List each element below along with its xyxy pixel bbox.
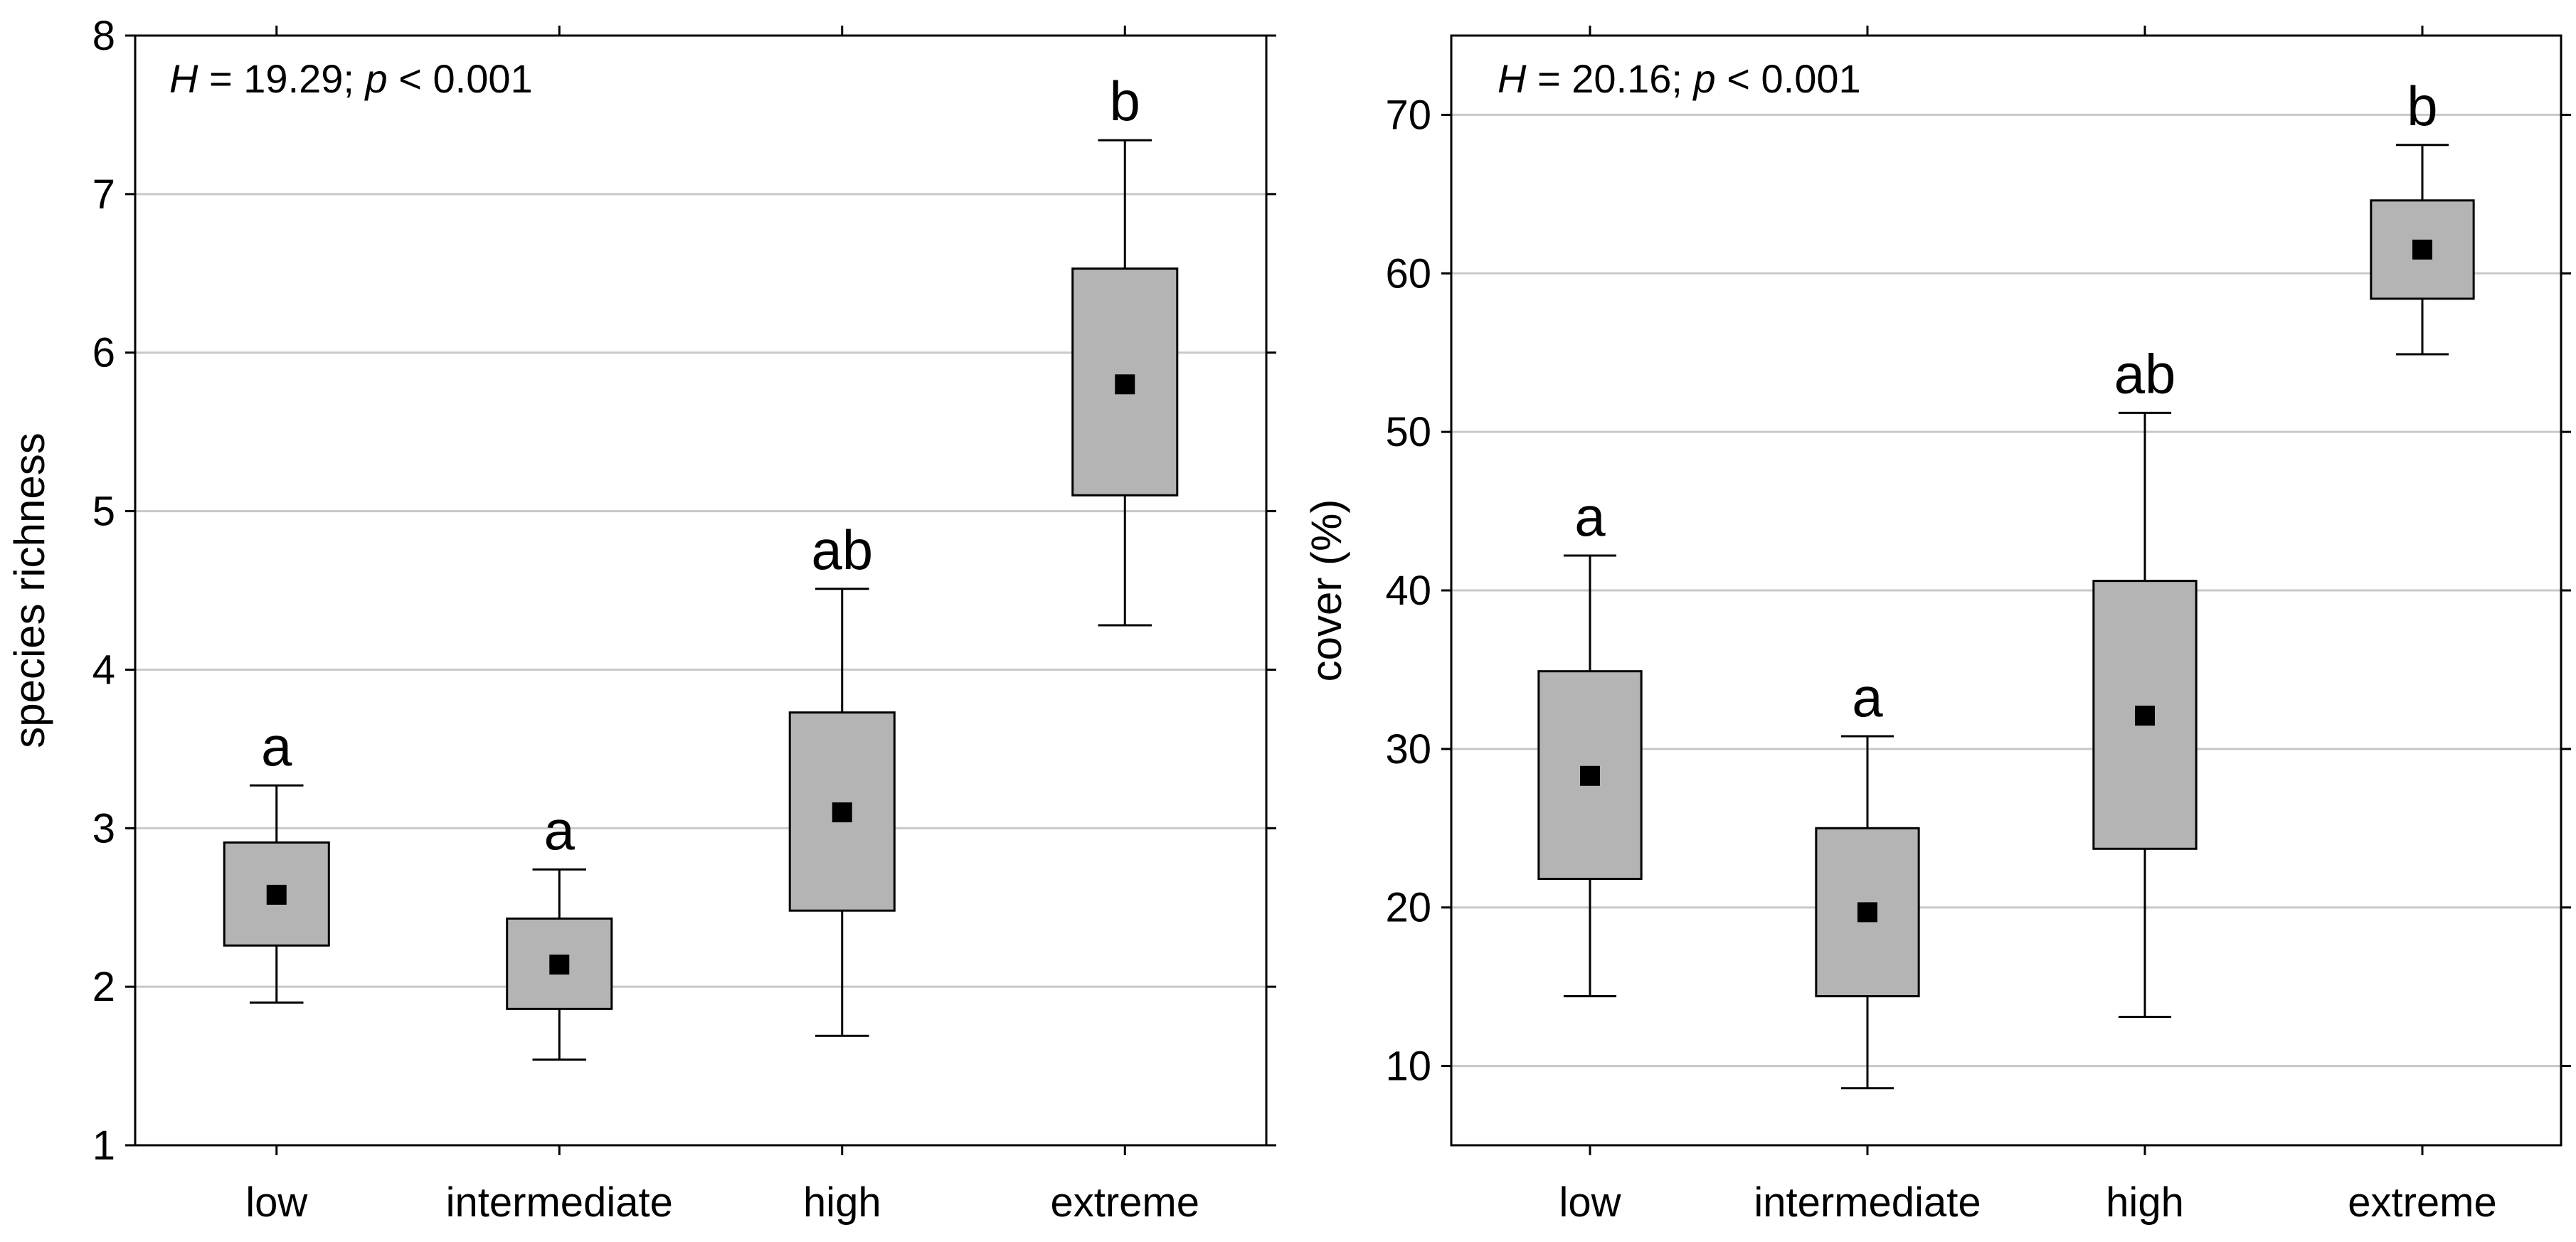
box-group-low: a — [223, 715, 330, 1004]
x-category-label: intermediate — [1754, 1179, 1981, 1226]
y-axis-title: species richness — [6, 432, 53, 748]
group-letter-label: ab — [2114, 342, 2176, 405]
y-tick-label: 50 — [1385, 409, 1431, 455]
x-category-label: high — [2106, 1179, 2184, 1226]
y-tick-label: 70 — [1385, 92, 1431, 138]
y-tick-label: 40 — [1385, 568, 1431, 614]
y-tick-label: 30 — [1385, 726, 1431, 773]
x-category-label: intermediate — [446, 1179, 673, 1226]
x-category-label: high — [803, 1179, 881, 1226]
species-richness-panel: 1 2 3 4 5 6 7 8 species richness H = 19.29; p < 0… — [6, 13, 1276, 1226]
median-marker — [832, 802, 852, 822]
y-tick-label: 7 — [92, 171, 115, 218]
group-letter-label: a — [261, 715, 292, 777]
median-marker — [266, 884, 287, 905]
median-marker — [1580, 765, 1600, 786]
median-marker — [1115, 374, 1135, 395]
box-group-low: a — [1537, 485, 1643, 998]
stats-annotation: H = 20.16; p < 0.001 — [1498, 56, 1861, 101]
median-marker — [2135, 706, 2155, 726]
group-letter-label: b — [1110, 70, 1140, 132]
group-letter-label: ab — [811, 519, 873, 581]
box-group-intermediate: a — [1815, 666, 1920, 1090]
y-tick-label: 5 — [92, 489, 115, 535]
median-marker — [1857, 902, 1877, 923]
stat-p-symbol: p — [1692, 56, 1716, 101]
box-group-high: ab — [788, 519, 896, 1037]
cover-panel: 10 20 30 40 50 60 70 cover (%) H = 20.16; p < 0.… — [1303, 26, 2571, 1226]
stat-p-symbol: p — [364, 56, 388, 101]
x-category-label: low — [1559, 1179, 1621, 1226]
group-letter-label: a — [544, 799, 576, 861]
y-tick-label: 10 — [1385, 1044, 1431, 1090]
y-tick-label: 1 — [92, 1122, 115, 1169]
x-category-label: extreme — [1050, 1179, 1199, 1226]
stat-h-symbol: H — [1498, 56, 1527, 101]
y-tick-label: 2 — [92, 964, 115, 1010]
box-group-high: ab — [2092, 342, 2198, 1018]
group-letter-label: a — [1574, 485, 1606, 548]
median-marker — [2412, 239, 2432, 260]
y-tick-label: 6 — [92, 330, 115, 376]
stats-annotation: H = 19.29; p < 0.001 — [169, 56, 533, 101]
y-tick-label: 8 — [92, 13, 115, 59]
plot-frame — [134, 34, 1268, 1147]
group-letter-label: a — [1852, 666, 1883, 728]
x-category-label: low — [245, 1179, 308, 1226]
box-group-extreme: b — [1071, 70, 1179, 627]
y-tick-label: 3 — [92, 805, 115, 851]
y-tick-label: 60 — [1385, 250, 1431, 297]
stat-h-symbol: H — [169, 56, 198, 101]
y-tick-label: 20 — [1385, 885, 1431, 931]
y-tick-label: 4 — [92, 647, 115, 693]
x-category-label: extreme — [2348, 1179, 2497, 1226]
stat-h-value: = 20.16; — [1526, 56, 1693, 101]
stat-h-value: = 19.29; — [198, 56, 365, 101]
box-group-extreme: b — [2370, 75, 2475, 356]
median-marker — [549, 954, 570, 975]
group-letter-label: b — [2407, 75, 2437, 137]
box-group-intermediate: a — [506, 799, 613, 1061]
y-axis-title: cover (%) — [1303, 499, 1350, 682]
stat-p-value: < 0.001 — [1716, 56, 1861, 101]
stat-p-value: < 0.001 — [388, 56, 533, 101]
